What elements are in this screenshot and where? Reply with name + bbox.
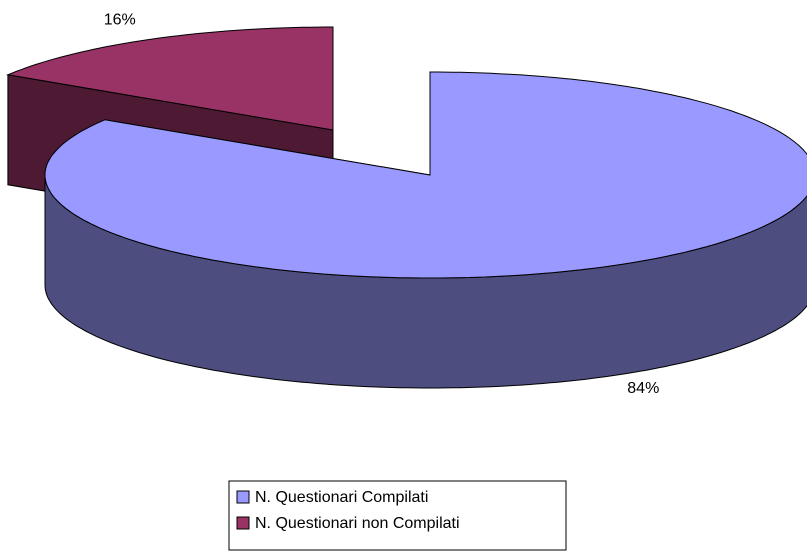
legend-label: N. Questionari Compilati xyxy=(255,489,428,506)
pie-slice xyxy=(6,26,334,131)
legend-box xyxy=(228,480,567,551)
legend-swatch xyxy=(236,516,250,530)
legend-swatch xyxy=(236,490,250,504)
pie-slice xyxy=(44,71,807,279)
data-label: 16% xyxy=(104,11,136,28)
data-label: 84% xyxy=(627,380,659,397)
legend-label: N. Questionari non Compilati xyxy=(255,515,460,532)
